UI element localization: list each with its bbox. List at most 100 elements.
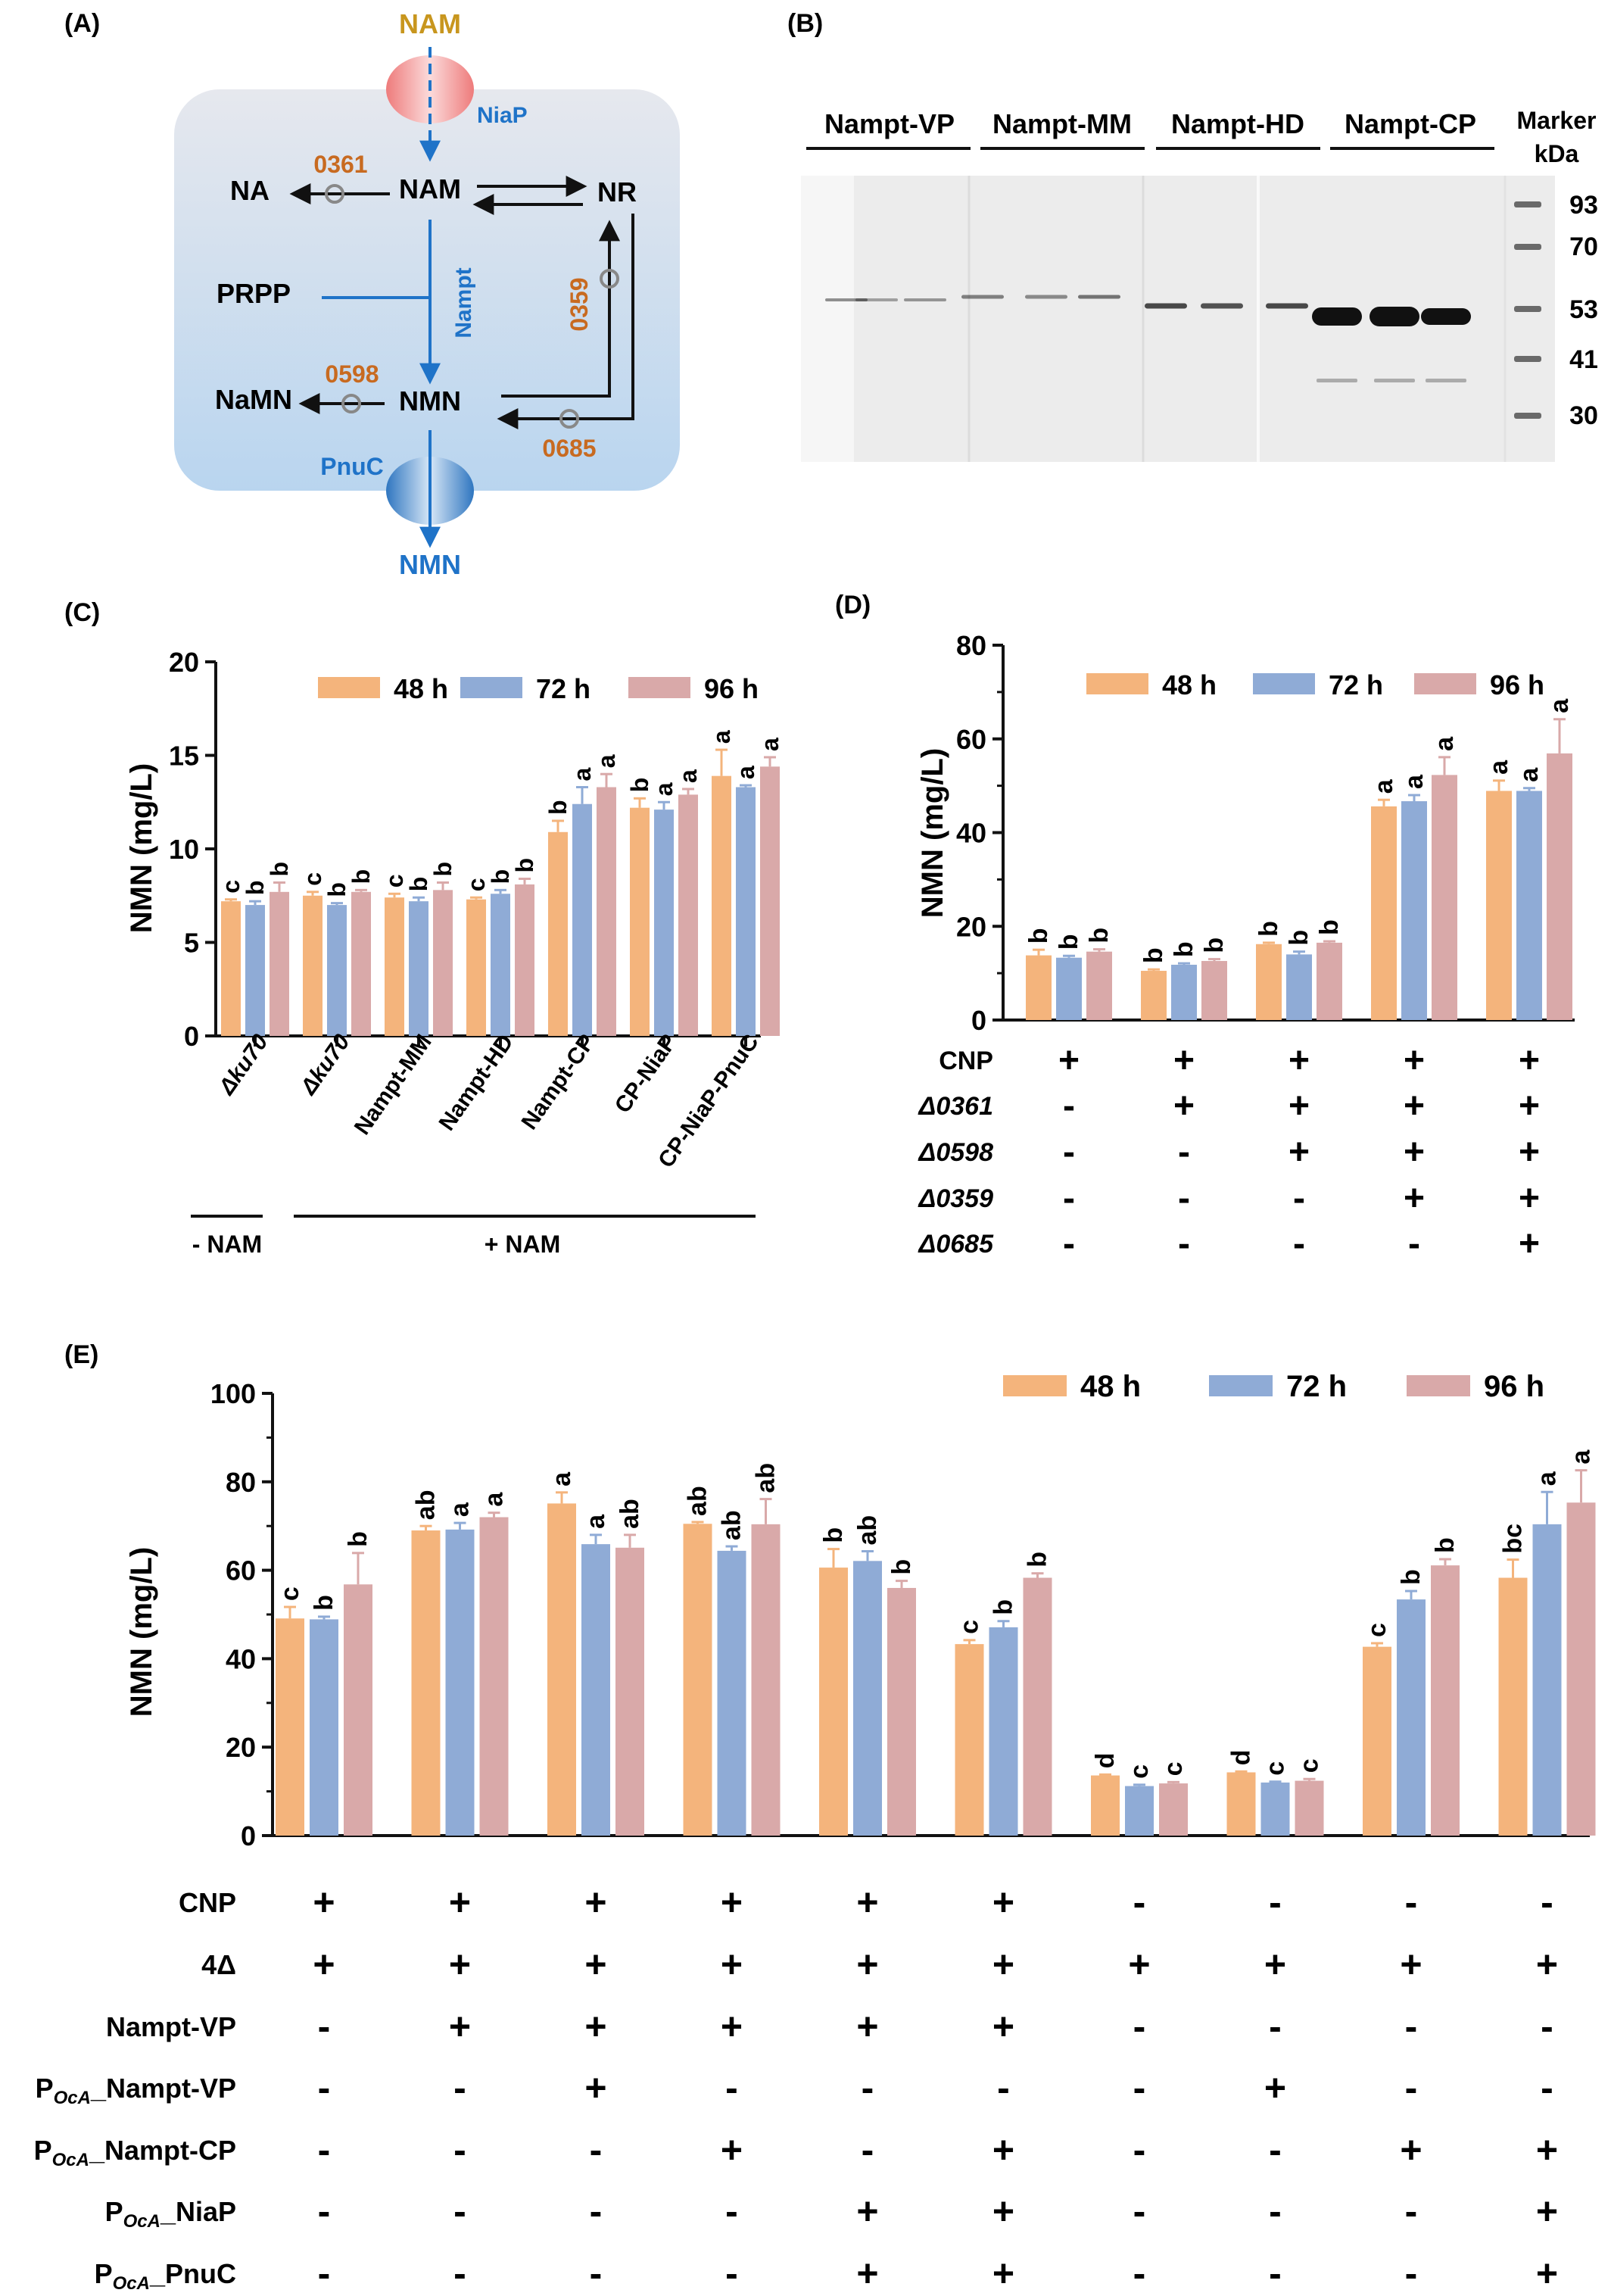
genotype-mark: +	[721, 1943, 743, 1986]
genotype-mark: +	[992, 2129, 1014, 2171]
protein-band	[855, 298, 898, 301]
y-axis-label: NMN (mg/L)	[916, 748, 949, 918]
bar	[1498, 1577, 1528, 1836]
x-tick-label: Δku70	[295, 1030, 355, 1100]
genotype-mark: +	[449, 2005, 471, 2048]
genotype-mark: +	[1519, 1086, 1540, 1126]
genotype-mark: +	[1536, 1943, 1558, 1986]
genotype-mark: -	[1269, 2129, 1282, 2171]
bar	[683, 1524, 712, 1836]
y-tick-label: 10	[169, 834, 199, 865]
genotype-mark: -	[1405, 2005, 1418, 2048]
genotype-table-d: CNP + + + + + Δ0361 - + + + + Δ0598 - - + + + Δ0359 - - - + + Δ0…	[918, 1040, 1540, 1264]
genotype-mark: +	[1288, 1086, 1310, 1126]
y-tick-label: 40	[956, 818, 986, 849]
x-tick-label: Δku70	[213, 1030, 273, 1100]
genotype-mark: -	[453, 2252, 466, 2294]
significance-letter: b	[323, 882, 351, 897]
group-label-nam: + NAM	[485, 1231, 560, 1258]
bar	[1401, 801, 1427, 1020]
significance-letter: ab	[684, 1486, 712, 1516]
genotype-mark: -	[725, 2067, 738, 2109]
genotype-mark: +	[856, 2252, 878, 2294]
bar	[1086, 951, 1112, 1020]
genotype-mark: +	[1536, 2190, 1558, 2232]
bar	[1141, 971, 1167, 1020]
genotype-mark: -	[453, 2067, 466, 2109]
bar	[245, 905, 265, 1036]
row-label: Δ0361	[918, 1092, 993, 1121]
protein-band	[1426, 379, 1466, 382]
genotype-mark: +	[584, 1943, 606, 1986]
significance-letter: ab	[615, 1499, 644, 1529]
bar	[344, 1584, 372, 1836]
y-tick-label: 60	[956, 724, 986, 755]
y-tick-label: 0	[241, 1820, 256, 1851]
bar	[1023, 1577, 1052, 1836]
protein-band	[1025, 295, 1067, 299]
significance-letter: a	[708, 730, 735, 744]
genotype-mark: -	[1133, 2190, 1146, 2232]
legend-label: 72 h	[536, 673, 590, 704]
genotype-mark: +	[992, 2252, 1014, 2294]
legend-label: 96 h	[1484, 1370, 1544, 1403]
bar	[303, 895, 323, 1036]
bar	[327, 905, 347, 1036]
bar	[310, 1619, 338, 1836]
significance-letter: c	[1159, 1761, 1188, 1776]
row-label: POcA_Nampt-CP	[34, 2135, 236, 2170]
protein-band	[1312, 307, 1362, 326]
bar	[1171, 964, 1197, 1020]
genotype-mark: +	[1400, 2129, 1422, 2171]
genotype-mark: -	[318, 2005, 331, 2048]
genotype-mark: +	[721, 2129, 743, 2171]
significance-letter: a	[1485, 760, 1513, 775]
significance-letter: d	[1091, 1753, 1120, 1769]
significance-letter: b	[241, 881, 269, 896]
marker-label: 30	[1569, 401, 1598, 430]
ladder-band	[1514, 356, 1541, 362]
bar	[581, 1544, 610, 1836]
row-label: POcA_Nampt-VP	[36, 2073, 236, 2108]
y-tick-label: 0	[184, 1021, 199, 1052]
legend-swatch	[1003, 1375, 1067, 1396]
legend-swatch	[1414, 673, 1476, 694]
label-niap: NiaP	[477, 103, 528, 128]
marker-label: 70	[1569, 232, 1598, 261]
significance-letter: a	[480, 1492, 509, 1507]
genotype-mark: +	[992, 1881, 1014, 1923]
bar	[466, 899, 486, 1036]
significance-letter: a	[675, 769, 702, 783]
y-tick-label: 100	[210, 1378, 256, 1409]
panel-a-pathway: (A) NAM NiaP NAM NA NR PRPP NaMN NMN Pnu…	[64, 8, 680, 580]
legend-label: 48 h	[394, 673, 448, 704]
legend-swatch	[460, 677, 522, 698]
row-label: Nampt-VP	[106, 2011, 236, 2042]
bar	[1026, 955, 1052, 1020]
significance-letter: b	[1285, 930, 1313, 946]
genotype-mark: +	[449, 1881, 471, 1923]
y-tick-label: 40	[226, 1643, 256, 1674]
x-tick-label: Nampt-CP	[517, 1030, 600, 1134]
significance-letter: a	[1430, 736, 1459, 751]
genotype-mark: -	[453, 2129, 466, 2171]
significance-letter: c	[955, 1620, 984, 1634]
significance-letter: c	[1295, 1758, 1324, 1773]
protein-band	[1145, 303, 1187, 309]
bar	[1566, 1502, 1596, 1836]
genotype-mark: -	[1269, 2005, 1282, 2048]
bar	[760, 766, 780, 1036]
significance-letter: ab	[718, 1510, 746, 1540]
node-namn: NaMN	[215, 384, 292, 415]
bar	[385, 897, 404, 1036]
bar	[717, 1550, 746, 1836]
genotype-mark: -	[1133, 2252, 1146, 2294]
marker-title: Marker	[1517, 107, 1597, 134]
protein-band	[1374, 379, 1415, 382]
panel-label-d: (D)	[835, 591, 871, 619]
genotype-mark: -	[1405, 2190, 1418, 2232]
genotype-mark: +	[584, 1881, 606, 1923]
row-label: POcA_NiaP	[105, 2196, 236, 2232]
lane-label: Nampt-VP	[824, 108, 955, 139]
marker-label: 93	[1569, 191, 1598, 220]
